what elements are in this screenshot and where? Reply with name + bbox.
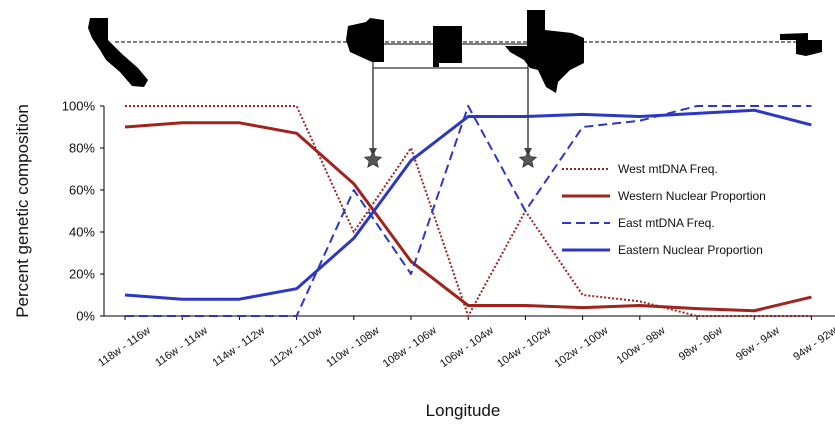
y-tick-label: 80%: [69, 141, 95, 156]
y-tick-label: 100%: [62, 99, 96, 114]
x-tick-label: 106w - 104w: [438, 325, 496, 371]
data-point: [753, 315, 755, 317]
oklahoma-map-icon: [780, 33, 822, 56]
x-tick-label: 94w - 92w: [791, 325, 835, 364]
data-point: [295, 315, 297, 317]
data-point: [639, 304, 641, 306]
x-tick-label: 116w - 114w: [153, 325, 210, 370]
x-axis-ticks: 118w - 116w 116w - 114w 114w - 112w 112w - …: [96, 316, 835, 370]
legend-label: Eastern Nuclear Proportion: [618, 243, 763, 257]
data-point: [410, 273, 412, 275]
data-point: [810, 296, 812, 298]
data-point: [810, 124, 812, 126]
data-point: [467, 315, 469, 317]
data-point: [124, 315, 126, 317]
series-line: [124, 121, 812, 313]
x-tick-label: 110w - 108w: [324, 325, 381, 370]
data-point: [581, 113, 583, 115]
x-tick-label: 118w - 116w: [96, 325, 153, 370]
y-axis-ticks: 0% 20% 40% 60% 80% 100%: [62, 99, 104, 324]
data-point: [295, 105, 297, 107]
data-point: [124, 294, 126, 296]
series-line: [124, 108, 812, 301]
data-point: [295, 288, 297, 290]
data-point: [353, 189, 355, 191]
california-map-icon: [88, 18, 148, 87]
legend-label: Western Nuclear Proportion: [618, 189, 766, 203]
transect-box: [372, 43, 529, 69]
data-point: [810, 315, 812, 317]
x-tick-label: 112w - 110w: [268, 325, 325, 370]
data-point: [524, 304, 526, 306]
data-point: [124, 126, 126, 128]
data-point: [467, 115, 469, 117]
data-point: [581, 306, 583, 308]
data-point: [238, 298, 240, 300]
new-mexico-map-icon: [433, 26, 462, 67]
x-tick-label: 114w - 112w: [210, 325, 267, 370]
series-2: [124, 121, 812, 313]
data-point: [181, 315, 183, 317]
data-point: [639, 120, 641, 122]
y-tick-label: 40%: [69, 225, 95, 240]
data-point: [467, 105, 469, 107]
x-tick-label: 98w - 96w: [677, 325, 725, 364]
y-tick-label: 0%: [76, 309, 95, 324]
data-point: [238, 315, 240, 317]
legend-label: West mtDNA Freq.: [618, 162, 718, 176]
x-tick-label: 102w - 100w: [552, 325, 610, 371]
legend: West mtDNA Freq. Western Nuclear Proporti…: [562, 162, 766, 257]
data-point: [410, 260, 412, 262]
data-point: [810, 105, 812, 107]
x-tick-label: 100w - 98w: [615, 325, 668, 367]
series-line: [125, 105, 812, 317]
star-icon: [363, 150, 383, 168]
data-point: [753, 310, 755, 312]
data-point: [238, 122, 240, 124]
data-point: [524, 115, 526, 117]
data-point: [353, 231, 355, 233]
data-point: [295, 132, 297, 134]
series-4: [124, 108, 812, 301]
data-point: [410, 159, 412, 161]
data-point: [467, 304, 469, 306]
data-point: [696, 315, 698, 317]
legend-label: East mtDNA Freq.: [618, 216, 715, 230]
data-point: [696, 307, 698, 309]
data-point: [124, 105, 126, 107]
texas-map-icon: [505, 10, 584, 93]
y-tick-label: 20%: [69, 267, 95, 282]
data-point: [696, 112, 698, 114]
data-point: [753, 105, 755, 107]
data-point: [353, 237, 355, 239]
series-layer: [124, 105, 812, 317]
x-axis-title: Longitude: [426, 401, 501, 420]
data-point: [353, 183, 355, 185]
data-point: [238, 105, 240, 107]
data-point: [581, 126, 583, 128]
data-point: [410, 147, 412, 149]
data-point: [639, 300, 641, 302]
x-tick-label: 104w - 102w: [495, 325, 553, 371]
data-point: [639, 115, 641, 117]
series-line: [125, 105, 812, 317]
y-tick-label: 60%: [69, 183, 95, 198]
data-point: [524, 210, 526, 212]
data-point: [753, 109, 755, 111]
y-axis-title: Percent genetic composition: [13, 104, 32, 318]
x-tick-label: 96w - 94w: [734, 325, 782, 364]
data-point: [181, 105, 183, 107]
data-point: [181, 122, 183, 124]
star-icon: [518, 150, 538, 168]
data-point: [696, 105, 698, 107]
data-point: [181, 298, 183, 300]
map-inset: [88, 10, 822, 168]
arizona-map-icon: [346, 18, 384, 62]
series-3: [124, 105, 812, 317]
data-point: [581, 294, 583, 296]
x-tick-label: 108w - 106w: [381, 325, 439, 371]
series-1: [124, 105, 812, 317]
